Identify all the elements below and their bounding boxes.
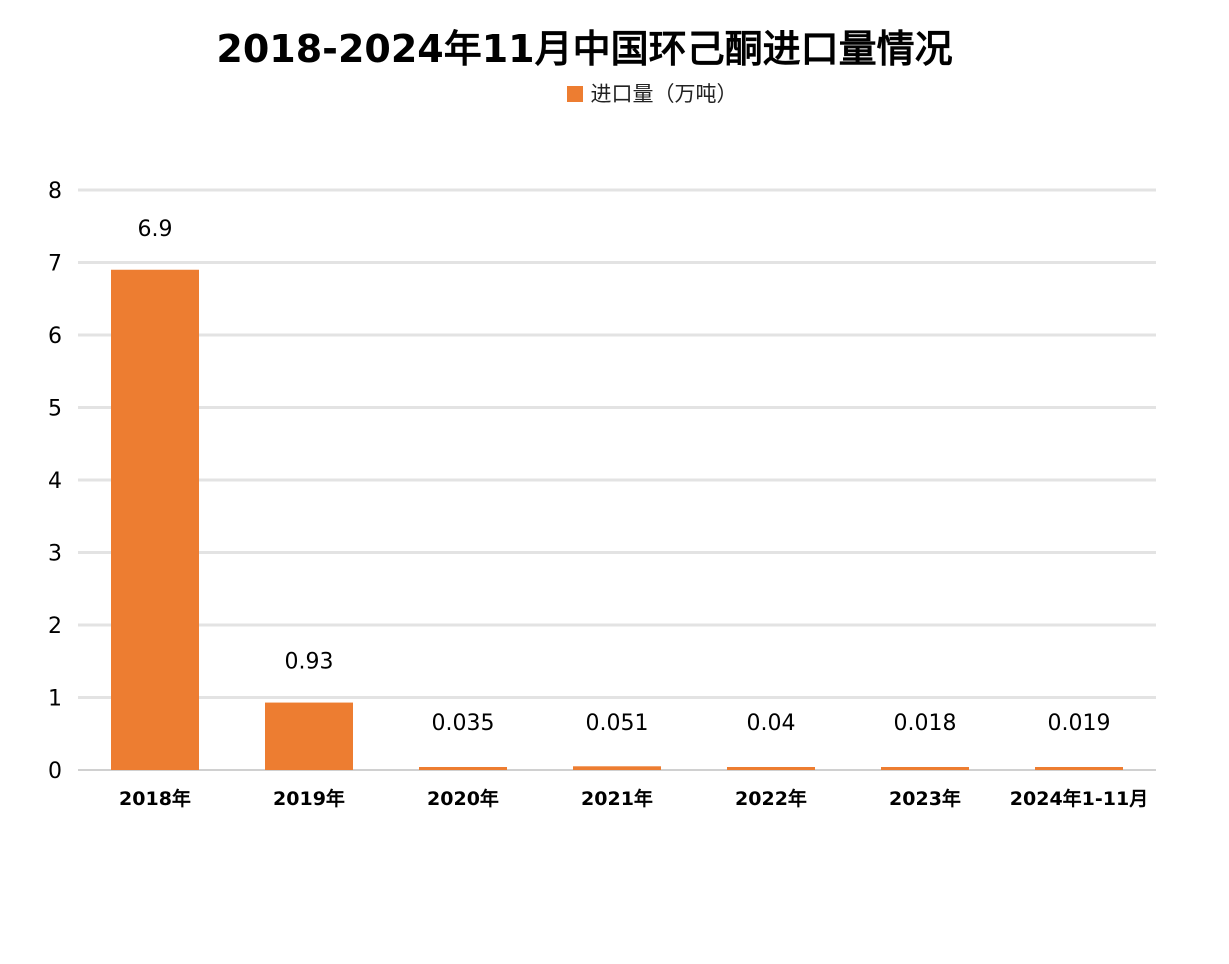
x-tick-label: 2020年 <box>427 787 499 810</box>
legend-label: 进口量（万吨） <box>590 82 738 106</box>
x-tick-label: 2018年 <box>119 787 191 810</box>
bar <box>419 767 507 770</box>
data-label: 0.93 <box>285 650 334 675</box>
y-tick-label: 3 <box>48 542 62 567</box>
x-axis-ticks: 2018年 2019年 2020年 2021年 2022年 2023年 2024年1-11月 <box>119 787 1148 810</box>
gridlines <box>78 188 1156 771</box>
y-tick-label: 1 <box>48 687 62 712</box>
data-label: 6.9 <box>138 217 173 242</box>
data-label: 0.018 <box>894 711 957 736</box>
x-tick-label: 2023年 <box>889 787 961 810</box>
bar <box>727 767 815 770</box>
y-tick-label: 7 <box>48 252 62 277</box>
x-tick-label: 2019年 <box>273 787 345 810</box>
y-tick-label: 8 <box>48 179 62 204</box>
bar <box>881 767 969 770</box>
legend: 进口量（万吨） <box>0 78 1229 108</box>
bar <box>265 702 353 770</box>
bars <box>111 269 1123 770</box>
bar <box>111 269 199 770</box>
legend-swatch <box>566 86 583 102</box>
y-tick-label: 5 <box>48 397 62 422</box>
y-tick-label: 6 <box>48 324 62 349</box>
bar <box>1035 767 1123 770</box>
x-tick-label: 2022年 <box>735 787 807 810</box>
data-label: 0.019 <box>1048 711 1111 736</box>
bar <box>573 766 661 770</box>
data-label: 0.051 <box>586 711 649 736</box>
y-tick-label: 2 <box>48 614 62 639</box>
y-axis-ticks: 0 1 2 3 4 5 6 7 8 <box>48 179 62 784</box>
x-tick-label: 2024年1-11月 <box>1010 787 1148 810</box>
chart-title: 2018-2024年11月中国环己酮进口量情况 <box>216 27 953 71</box>
x-tick-label: 2021年 <box>581 787 653 810</box>
data-labels: 6.9 0.93 0.035 0.051 0.04 0.018 0.019 <box>138 217 1111 736</box>
y-tick-label: 4 <box>48 469 62 494</box>
y-tick-label: 0 <box>48 759 62 784</box>
data-label: 0.035 <box>432 711 495 736</box>
data-label: 0.04 <box>747 711 796 736</box>
